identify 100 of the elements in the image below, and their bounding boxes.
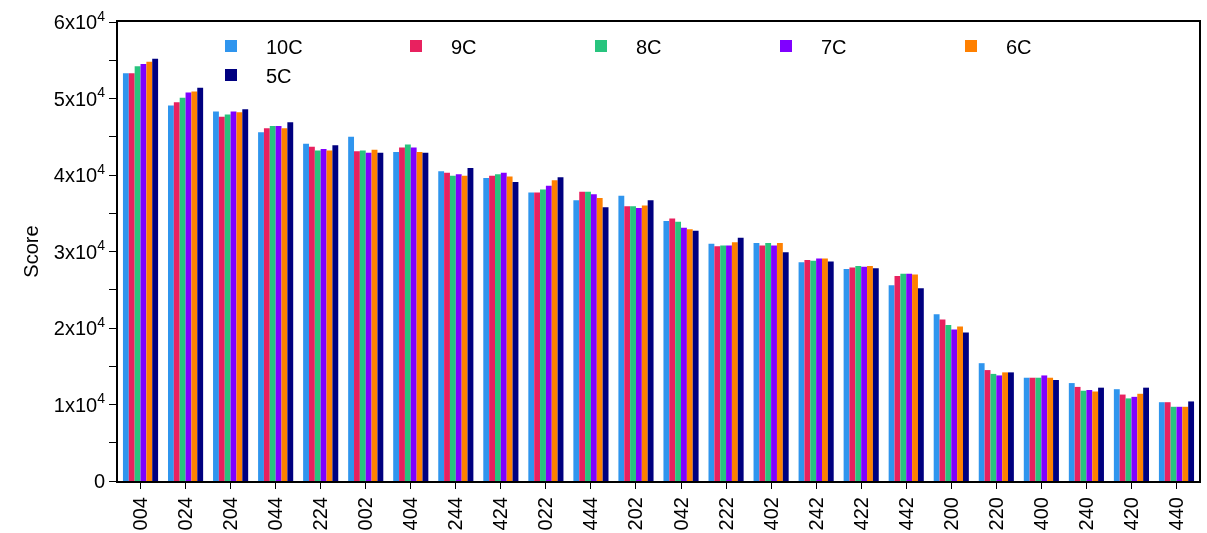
bar bbox=[867, 266, 873, 481]
bar bbox=[1086, 389, 1093, 481]
bar bbox=[545, 185, 552, 481]
bar bbox=[759, 245, 766, 481]
bar bbox=[438, 171, 445, 481]
bar bbox=[906, 273, 913, 481]
bar bbox=[528, 192, 535, 481]
x-tick-label: 420 bbox=[1119, 497, 1142, 531]
y-tick-label: 5x10$^{4}$ bbox=[53, 84, 106, 110]
bar bbox=[1092, 391, 1099, 481]
y-axis-title: Score bbox=[19, 225, 42, 278]
bar bbox=[681, 227, 687, 481]
bar bbox=[1131, 396, 1138, 481]
bar bbox=[489, 175, 495, 481]
bar bbox=[585, 191, 591, 481]
bar bbox=[917, 288, 924, 481]
bar bbox=[669, 218, 676, 481]
bar bbox=[855, 266, 862, 481]
bar bbox=[551, 180, 558, 481]
bar bbox=[1074, 386, 1081, 481]
legend-label: 9C bbox=[451, 35, 477, 58]
x-tick-label: 240 bbox=[1074, 497, 1097, 531]
x-tick-label: 404 bbox=[399, 497, 422, 531]
bar bbox=[849, 267, 856, 481]
bar bbox=[197, 87, 204, 481]
legend-label: 10C bbox=[266, 35, 303, 58]
bar bbox=[816, 258, 822, 481]
bar bbox=[782, 252, 789, 481]
x-tick-label: 244 bbox=[444, 497, 467, 531]
x-tick-label: 222 bbox=[714, 497, 737, 531]
x-tick-label: 440 bbox=[1164, 497, 1187, 531]
y-tick-label: 0 bbox=[93, 470, 105, 492]
x-tick-label: 200 bbox=[939, 497, 962, 531]
bar bbox=[810, 260, 817, 481]
bar bbox=[128, 73, 135, 481]
bar bbox=[1158, 402, 1165, 481]
bar bbox=[348, 136, 355, 481]
bar bbox=[534, 192, 541, 481]
x-tick-label: 004 bbox=[129, 497, 152, 531]
bar bbox=[996, 375, 1003, 481]
bar bbox=[404, 144, 411, 481]
bar bbox=[455, 174, 462, 481]
bar bbox=[1029, 377, 1036, 481]
bar bbox=[641, 205, 648, 481]
bar bbox=[720, 245, 727, 481]
bar bbox=[1188, 401, 1195, 481]
bar bbox=[945, 324, 952, 481]
bar bbox=[912, 274, 918, 481]
bar bbox=[888, 285, 895, 481]
bar bbox=[647, 200, 654, 481]
bar bbox=[308, 146, 315, 481]
x-tick-label: 204 bbox=[219, 497, 242, 531]
x-tick-label: 400 bbox=[1029, 497, 1052, 531]
bar bbox=[359, 150, 366, 481]
x-tick-label: 442 bbox=[894, 497, 917, 531]
x-tick-label: 042 bbox=[669, 497, 692, 531]
bar bbox=[1098, 387, 1104, 481]
bar bbox=[630, 206, 636, 481]
y-tick-label: 4x10$^{4}$ bbox=[53, 160, 106, 186]
bar bbox=[731, 242, 738, 481]
bar bbox=[1002, 372, 1009, 481]
x-tick-label: 024 bbox=[174, 497, 197, 531]
bar bbox=[152, 58, 159, 481]
x-tick-label: 220 bbox=[984, 497, 1007, 531]
x-tick-label: 044 bbox=[264, 497, 287, 531]
bar bbox=[422, 152, 429, 481]
bar bbox=[618, 195, 625, 481]
bar bbox=[675, 221, 682, 481]
x-tick-label: 424 bbox=[489, 497, 512, 531]
bar bbox=[122, 73, 129, 481]
bar bbox=[236, 112, 243, 481]
bar bbox=[692, 230, 699, 481]
bar bbox=[726, 245, 732, 481]
bar bbox=[332, 145, 339, 481]
y-tick-label: 2x10$^{4}$ bbox=[53, 313, 106, 339]
x-tick-label: 402 bbox=[759, 497, 782, 531]
bar bbox=[861, 266, 868, 481]
bar bbox=[173, 102, 180, 481]
bar bbox=[258, 132, 264, 481]
bar bbox=[771, 245, 777, 481]
bar bbox=[242, 109, 249, 481]
legend-label: 8C bbox=[636, 35, 662, 58]
bar bbox=[449, 175, 456, 481]
bar bbox=[1119, 394, 1126, 481]
y-tick-label: 6x10$^{4}$ bbox=[53, 7, 106, 33]
bar bbox=[399, 147, 405, 481]
bar bbox=[146, 61, 153, 481]
bar bbox=[303, 143, 309, 481]
legend-label: 6C bbox=[1006, 35, 1032, 58]
bar bbox=[191, 91, 198, 481]
bar bbox=[573, 200, 580, 481]
x-tick-label: 444 bbox=[579, 497, 602, 531]
bar bbox=[1113, 389, 1120, 481]
bar bbox=[737, 237, 744, 481]
bar bbox=[354, 151, 360, 481]
bar bbox=[393, 152, 400, 481]
bar bbox=[624, 206, 631, 481]
bar bbox=[590, 194, 597, 481]
bar bbox=[1164, 402, 1171, 481]
bar bbox=[1041, 375, 1048, 481]
